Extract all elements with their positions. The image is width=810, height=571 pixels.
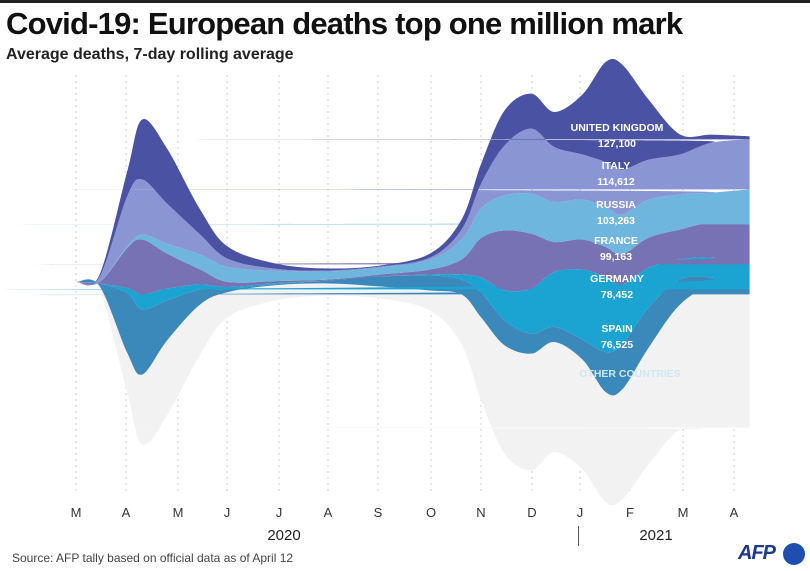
label-uk: UNITED KINGDOM 127,100 — [570, 122, 664, 150]
afp-logo: AFP — [738, 542, 776, 564]
x-tick-label: M — [172, 505, 184, 520]
x-tick-label: F — [626, 505, 634, 520]
stream-germany — [0, 257, 750, 353]
x-tick-label: J — [576, 505, 584, 520]
x-tick-label: A — [323, 505, 333, 520]
top-rule — [0, 0, 810, 3]
source-note: Source: AFP tally based on official data… — [12, 551, 294, 565]
label-germany: GERMANY 78,452 — [590, 273, 644, 301]
x-tick-label: A — [121, 505, 131, 520]
stream-other-countries — [0, 278, 750, 506]
label-other-countries: OTHER COUNTRIES — [579, 368, 681, 380]
stream-spain — [0, 275, 750, 396]
label-italy: ITALY 114,612 — [597, 160, 635, 188]
label-spain: SPAIN 76,525 — [600, 323, 634, 351]
stream-italy — [0, 128, 750, 286]
stream-russia — [0, 189, 750, 286]
x-tick-label: M — [70, 505, 82, 520]
x-tick-label: J — [223, 505, 231, 520]
year-label-2021: 2021 — [639, 527, 673, 544]
year-separator — [578, 526, 579, 546]
chart-title: Covid-19: European deaths top one millio… — [6, 6, 683, 41]
year-label-2020: 2020 — [267, 527, 301, 544]
stream-france — [0, 222, 750, 295]
afp-logo-mark — [783, 543, 805, 565]
stream-united-kingdom — [0, 58, 750, 286]
chart-subtitle: Average deaths, 7-day rolling average — [6, 46, 294, 63]
x-tick-label: J — [275, 505, 283, 520]
x-tick-label: M — [677, 505, 689, 520]
x-tick-label: S — [373, 505, 383, 520]
x-tick-label: A — [729, 505, 739, 520]
x-tick-label: N — [476, 505, 486, 520]
x-tick-label: O — [425, 505, 437, 520]
x-tick-label: D — [527, 505, 537, 520]
label-france: FRANCE 99,163 — [594, 235, 638, 263]
label-russia: RUSSIA 103,263 — [596, 199, 636, 227]
